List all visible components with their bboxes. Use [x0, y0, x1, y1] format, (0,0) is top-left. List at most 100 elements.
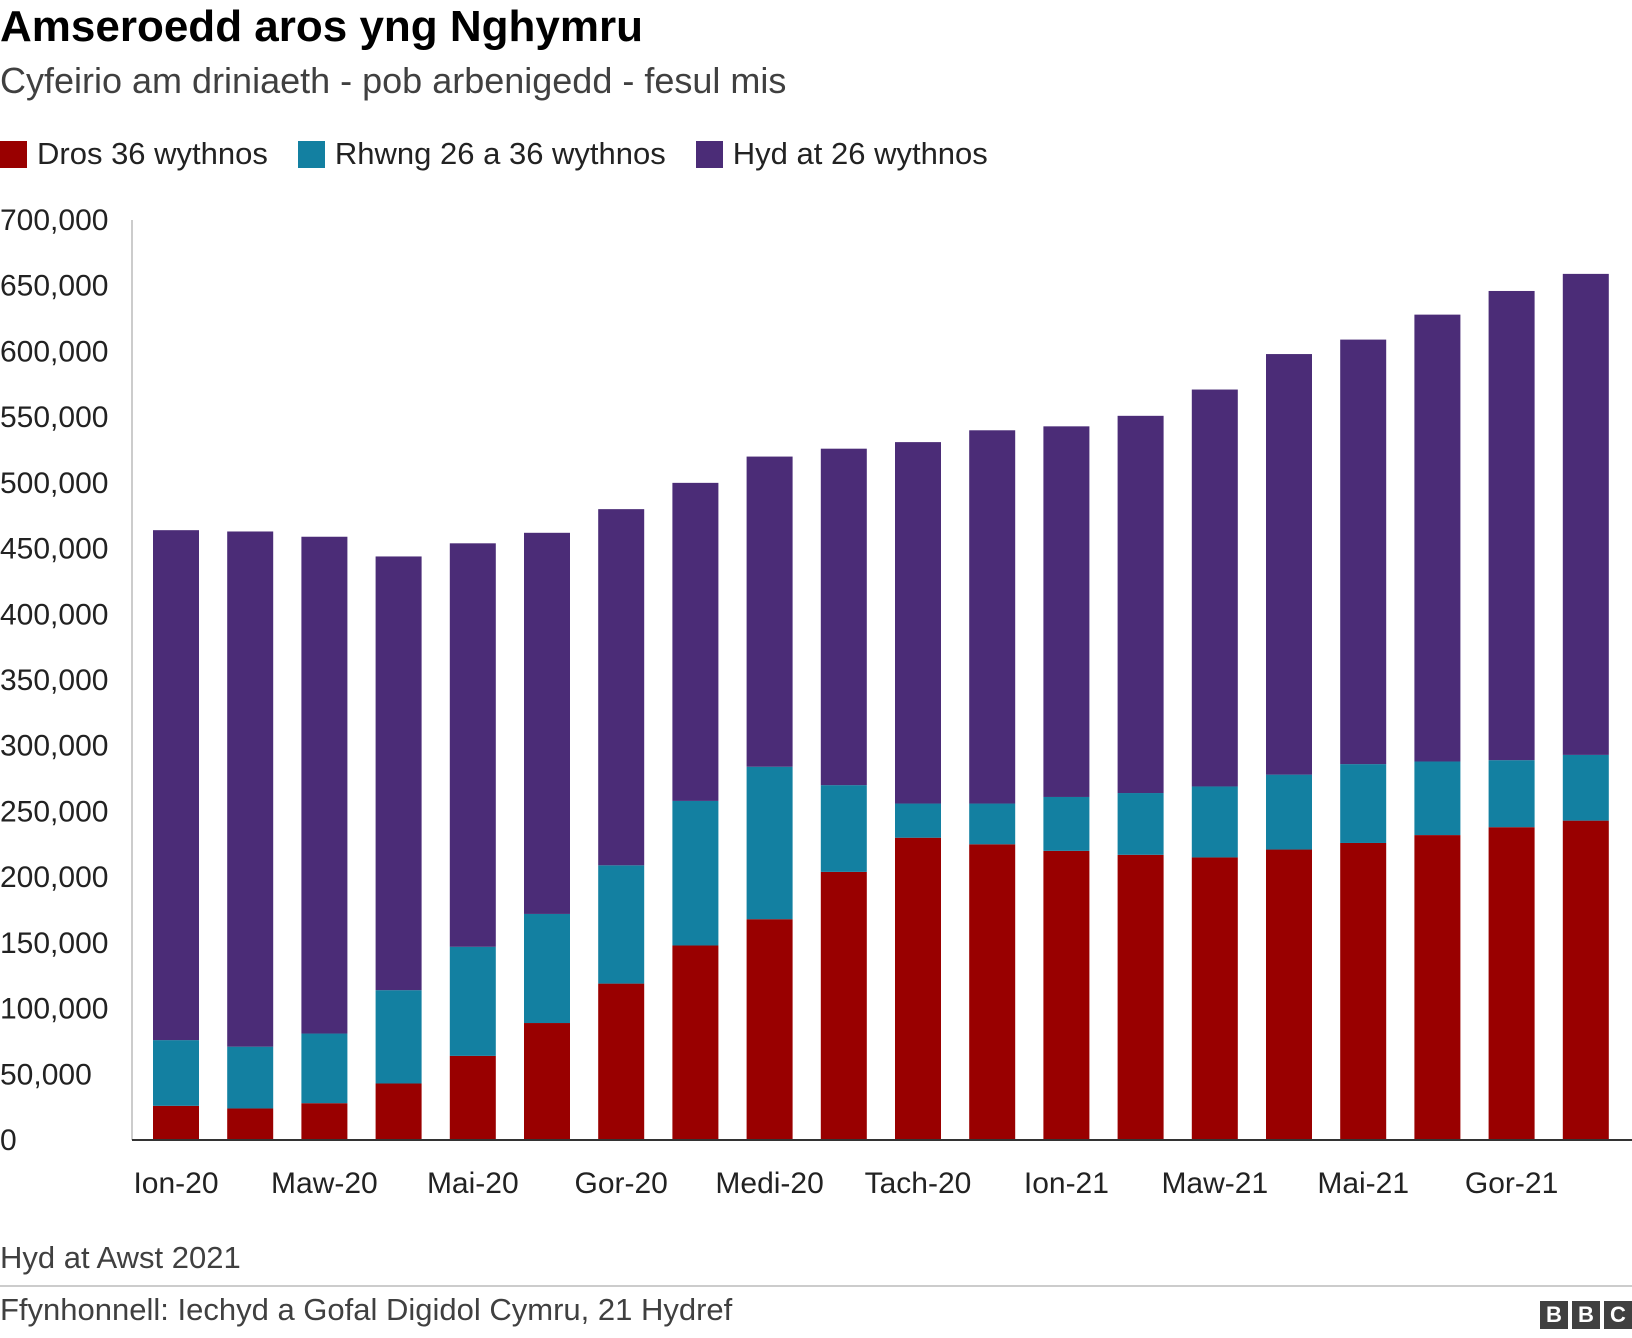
bar-segment: [1488, 827, 1535, 1140]
stacked-bar-chart: 0 50,000 100,000 150,000 200,000 250,000 300,0…: [0, 204, 1632, 1200]
bar-segment: [598, 865, 645, 984]
bar-segment: [1488, 760, 1535, 828]
bar-segment: [301, 536, 348, 1034]
bar-stack: [375, 556, 422, 1140]
bar-segment: [1340, 339, 1387, 765]
bar-segment: [153, 1040, 199, 1106]
y-tick-label: 600,000: [0, 335, 108, 368]
legend: Dros 36 wythnos Rhwng 26 a 36 wythnos Hy…: [0, 136, 1018, 172]
bar-segment: [746, 456, 793, 767]
bar-stack: [153, 530, 199, 1140]
bar-segment: [1414, 314, 1461, 762]
y-tick-label: 250,000: [0, 795, 108, 828]
footer-divider: [0, 1285, 1632, 1287]
bar-segment: [746, 766, 793, 920]
y-tick-label: 500,000: [0, 467, 108, 500]
legend-swatch-26-to-36-weeks: [297, 140, 325, 168]
bar-segment: [1117, 415, 1164, 794]
bar-segment: [1043, 426, 1090, 797]
bar-segment: [598, 983, 645, 1140]
bar-segment: [1117, 854, 1164, 1140]
bar-stack: [598, 509, 645, 1140]
legend-item-up-to-26-weeks: Hyd at 26 wythnos: [695, 136, 988, 172]
logo-letter: C: [1604, 1301, 1632, 1329]
x-tick-label: Medi-20: [715, 1167, 823, 1200]
y-tick-label: 50,000: [0, 1058, 92, 1091]
bar-segment: [227, 1046, 274, 1109]
legend-item-over-36-weeks: Dros 36 wythnos: [0, 136, 268, 172]
bar-segment: [1191, 786, 1238, 858]
bar-segment: [1488, 290, 1535, 761]
bar-segment: [375, 556, 422, 991]
x-tick-label: Tach-20: [865, 1167, 972, 1200]
bar-segment: [895, 803, 941, 838]
logo-letter: B: [1540, 1301, 1568, 1329]
source-text: Ffynhonnell: Iechyd a Gofal Digidol Cymr…: [0, 1292, 733, 1327]
chart-title: Amseroedd aros yng Nghymru: [0, 2, 644, 51]
bar-stack: [449, 543, 496, 1140]
bar-segment: [969, 430, 1016, 804]
bar-segment: [1562, 754, 1609, 821]
bar-segment: [969, 803, 1016, 845]
bar-stack: [746, 456, 793, 1140]
bar-segment: [1191, 857, 1238, 1140]
bar-segment: [227, 1108, 274, 1140]
bar-segment: [1043, 796, 1090, 851]
chart-subtitle: Cyfeirio am driniaeth - pob arbenigedd -…: [0, 60, 787, 101]
x-tick-label: Maw-21: [1161, 1167, 1268, 1200]
y-tick-label: 300,000: [0, 730, 108, 763]
y-tick-label: 350,000: [0, 664, 108, 697]
bar-segment: [820, 448, 867, 786]
bar-segment: [1414, 761, 1461, 836]
bar-segment: [1266, 354, 1312, 775]
bar-stack: [1562, 273, 1609, 1140]
x-tick-label: Maw-20: [271, 1167, 378, 1200]
bar-segment: [1266, 849, 1312, 1140]
bar-stack: [1266, 354, 1312, 1140]
bar-segment: [153, 530, 199, 1041]
logo-letter: B: [1572, 1301, 1600, 1329]
bar-stack: [969, 430, 1016, 1140]
bar-stack: [301, 536, 348, 1140]
bars: [153, 273, 1609, 1140]
bar-segment: [1191, 389, 1238, 787]
bar-segment: [672, 482, 719, 801]
y-axis: 0 50,000 100,000 150,000 200,000 250,000 300,0…: [0, 204, 133, 1157]
bar-segment: [1340, 764, 1387, 843]
y-tick-label: 100,000: [0, 993, 108, 1026]
bar-segment: [895, 837, 941, 1140]
bar-segment: [672, 800, 719, 946]
bar-segment: [449, 946, 496, 1056]
bar-segment: [820, 785, 867, 872]
bar-segment: [524, 1023, 570, 1140]
y-tick-label: 550,000: [0, 401, 108, 434]
bar-segment: [301, 1033, 348, 1104]
bar-segment: [746, 919, 793, 1140]
y-tick-label: 400,000: [0, 598, 108, 631]
bar-stack: [895, 442, 941, 1140]
bar-segment: [820, 871, 867, 1140]
legend-swatch-up-to-26-weeks: [695, 140, 723, 168]
bar-segment: [598, 509, 645, 866]
bar-segment: [524, 913, 570, 1024]
bar-segment: [672, 945, 719, 1140]
bar-stack: [524, 532, 570, 1140]
bar-segment: [895, 442, 941, 804]
y-tick-label: 0: [0, 1124, 17, 1157]
bar-segment: [1340, 842, 1387, 1140]
bar-segment: [449, 543, 496, 947]
x-tick-label: Mai-21: [1317, 1167, 1409, 1200]
bar-stack: [820, 448, 867, 1140]
x-tick-label: Gor-21: [1465, 1167, 1558, 1200]
legend-item-26-to-36-weeks: Rhwng 26 a 36 wythnos: [297, 136, 666, 172]
bar-segment: [1043, 850, 1090, 1140]
y-tick-label: 200,000: [0, 861, 108, 894]
bar-segment: [1266, 774, 1312, 850]
bar-stack: [1117, 415, 1164, 1140]
bar-stack: [1340, 339, 1387, 1140]
y-tick-label: 450,000: [0, 533, 108, 566]
x-tick-label: Mai-20: [427, 1167, 519, 1200]
x-axis: Ion-20 Maw-20 Mai-20 Gor-20 Medi-20 Tach-20 Io…: [132, 1139, 1632, 1200]
legend-label: Dros 36 wythnos: [37, 136, 268, 171]
bar-stack: [1043, 426, 1090, 1140]
